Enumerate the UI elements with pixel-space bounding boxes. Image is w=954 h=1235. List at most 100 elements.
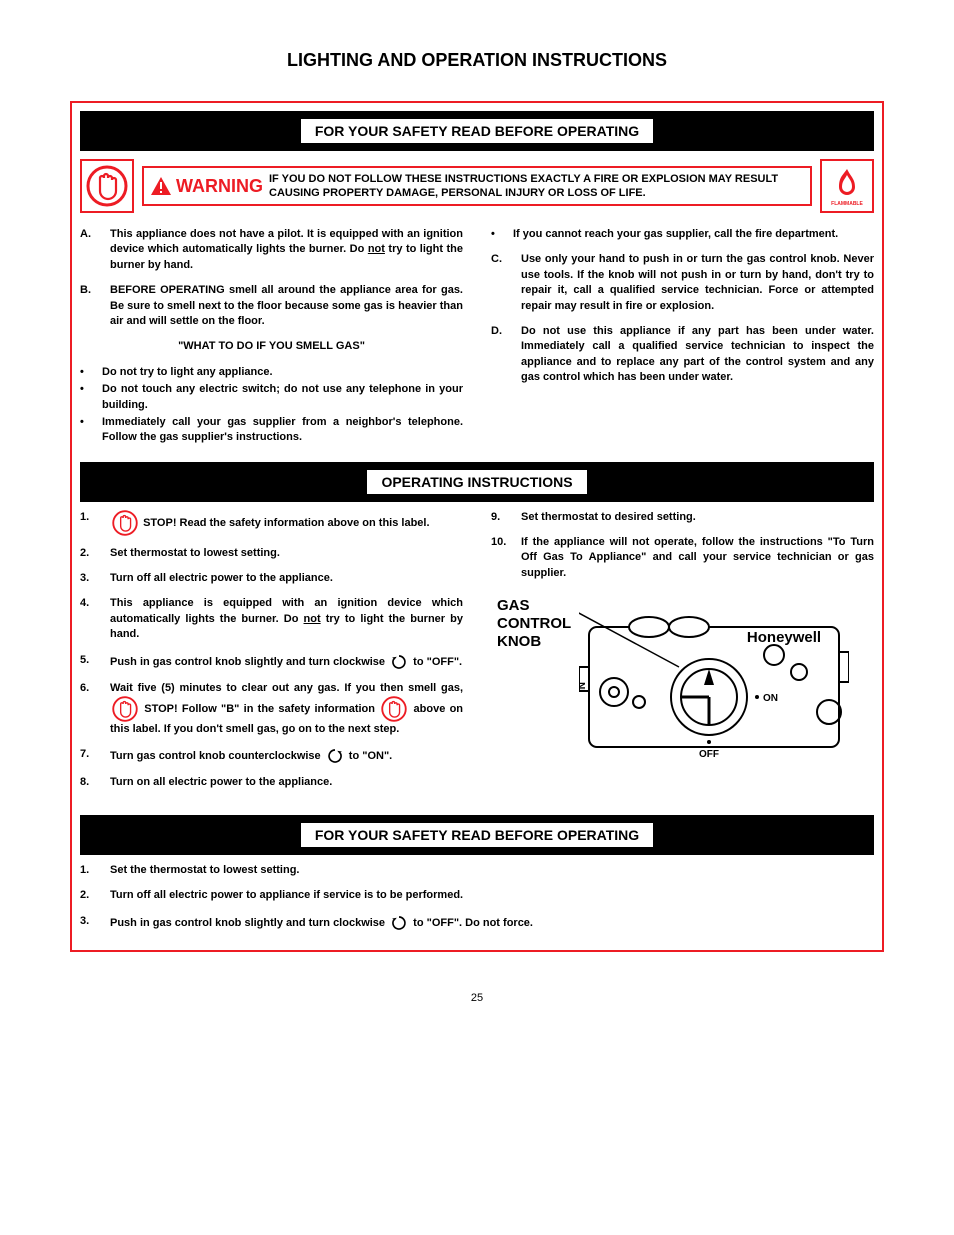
s3-step-2: 2. Turn off all electric power to applia… xyxy=(80,888,874,903)
step-text: Push in gas control knob slightly and tu… xyxy=(110,914,874,932)
svg-text:Honeywell: Honeywell xyxy=(747,629,821,646)
stop-hand-icon-box xyxy=(80,159,134,213)
step-text: Wait five (5) minutes to clear out any g… xyxy=(110,681,463,738)
stop-hand-icon xyxy=(381,696,407,722)
svg-text:IN: IN xyxy=(579,682,588,692)
step-5: 5. Push in gas control knob slightly and… xyxy=(80,653,463,671)
step-3: 3. Turn off all electric power to the ap… xyxy=(80,571,463,586)
flammable-icon-box: FLAMMABLE xyxy=(820,159,874,213)
step-num: 2. xyxy=(80,546,98,561)
counterclockwise-arrow-icon xyxy=(326,747,344,765)
step-num: 9. xyxy=(491,510,509,525)
section1-banner-label: FOR YOUR SAFETY READ BEFORE OPERATING xyxy=(299,117,655,145)
text-b: BEFORE OPERATING smell all around the ap… xyxy=(110,283,463,329)
step-8: 8. Turn on all electric power to the app… xyxy=(80,775,463,790)
stop-hand-icon xyxy=(112,696,138,722)
section3-body: 1. Set the thermostat to lowest setting.… xyxy=(80,863,874,932)
step-6: 6. Wait five (5) minutes to clear out an… xyxy=(80,681,463,738)
svg-text:OFF: OFF xyxy=(699,749,719,760)
step-text: Turn gas control knob counterclockwise t… xyxy=(110,747,463,765)
step-num: 1. xyxy=(80,510,98,536)
warning-message: IF YOU DO NOT FOLLOW THESE INSTRUCTIONS … xyxy=(269,172,804,201)
section3-banner: FOR YOUR SAFETY READ BEFORE OPERATING xyxy=(80,815,874,855)
section1-banner: FOR YOUR SAFETY READ BEFORE OPERATING xyxy=(80,111,874,151)
step-text: Turn on all electric power to the applia… xyxy=(110,775,463,790)
warning-text-box: WARNING IF YOU DO NOT FOLLOW THESE INSTR… xyxy=(142,166,812,207)
step-2: 2. Set thermostat to lowest setting. xyxy=(80,546,463,561)
bullet-dot: • xyxy=(491,227,501,242)
step-num: 6. xyxy=(80,681,98,738)
marker-a: A. xyxy=(80,227,98,273)
step-num: 10. xyxy=(491,535,509,581)
diagram-label: GAS CONTROL KNOB xyxy=(497,597,571,651)
item-a: A. This appliance does not have a pilot.… xyxy=(80,227,463,273)
step-text: Turn off all electric power to the appli… xyxy=(110,571,463,586)
gas-control-diagram: GAS CONTROL KNOB IN xyxy=(491,597,874,767)
warning-label: WARNING xyxy=(150,176,263,197)
step-text: If the appliance will not operate, follo… xyxy=(521,535,874,581)
bullet-text: Immediately call your gas supplier from … xyxy=(102,415,463,446)
section1-body: A. This appliance does not have a pilot.… xyxy=(80,227,874,448)
section2-left: 1. STOP! Read the safety information abo… xyxy=(80,510,463,801)
page-title: LIGHTING AND OPERATION INSTRUCTIONS xyxy=(70,50,884,71)
bullet-dot: • xyxy=(80,365,90,380)
page-number: 25 xyxy=(70,992,884,1004)
flammable-icon: FLAMMABLE xyxy=(826,165,868,207)
step-text: Set thermostat to desired setting. xyxy=(521,510,874,525)
svg-text:ON: ON xyxy=(763,693,778,704)
step-1: 1. STOP! Read the safety information abo… xyxy=(80,510,463,536)
bullet-text: If you cannot reach your gas supplier, c… xyxy=(513,227,838,242)
section3-banner-label: FOR YOUR SAFETY READ BEFORE OPERATING xyxy=(299,821,655,849)
step-4: 4. This appliance is equipped with an ig… xyxy=(80,596,463,642)
bullet-r1: • If you cannot reach your gas supplier,… xyxy=(491,227,874,242)
bullet-1: • Do not try to light any appliance. xyxy=(80,365,463,380)
smell-gas-subhead: "WHAT TO DO IF YOU SMELL GAS" xyxy=(80,339,463,354)
step-text: Set thermostat to lowest setting. xyxy=(110,546,463,561)
bullet-text: Do not touch any electric switch; do not… xyxy=(102,382,463,413)
clockwise-arrow-icon xyxy=(390,653,408,671)
step-text: STOP! Read the safety information above … xyxy=(110,510,463,536)
bullet-dot: • xyxy=(80,415,90,446)
step-text: Turn off all electric power to appliance… xyxy=(110,888,874,903)
marker-c: C. xyxy=(491,252,509,314)
text-c: Use only your hand to push in or turn th… xyxy=(521,252,874,314)
section2-right: 9. Set thermostat to desired setting. 10… xyxy=(491,510,874,801)
step-num: 8. xyxy=(80,775,98,790)
item-c: C. Use only your hand to push in or turn… xyxy=(491,252,874,314)
marker-b: B. xyxy=(80,283,98,329)
clockwise-arrow-icon xyxy=(390,914,408,932)
step-num: 7. xyxy=(80,747,98,765)
warning-row: WARNING IF YOU DO NOT FOLLOW THESE INSTR… xyxy=(80,159,874,213)
step-num: 4. xyxy=(80,596,98,642)
svg-text:FLAMMABLE: FLAMMABLE xyxy=(831,201,863,207)
step-10: 10. If the appliance will not operate, f… xyxy=(491,535,874,581)
step-num: 3. xyxy=(80,914,98,932)
section2-banner: OPERATING INSTRUCTIONS xyxy=(80,462,874,502)
text-a: This appliance does not have a pilot. It… xyxy=(110,227,463,273)
s3-step-1: 1. Set the thermostat to lowest setting. xyxy=(80,863,874,878)
step-num: 5. xyxy=(80,653,98,671)
step-num: 1. xyxy=(80,863,98,878)
step-text: Push in gas control knob slightly and tu… xyxy=(110,653,463,671)
page: LIGHTING AND OPERATION INSTRUCTIONS FOR … xyxy=(0,0,954,1034)
stop-hand-icon xyxy=(86,165,128,207)
step-9: 9. Set thermostat to desired setting. xyxy=(491,510,874,525)
bullet-text: Do not try to light any appliance. xyxy=(102,365,273,380)
warning-word: WARNING xyxy=(176,176,263,197)
main-panel: FOR YOUR SAFETY READ BEFORE OPERATING WA… xyxy=(70,101,884,952)
bullet-2: • Do not touch any electric switch; do n… xyxy=(80,382,463,413)
s3-step-3: 3. Push in gas control knob slightly and… xyxy=(80,914,874,932)
warning-triangle-icon xyxy=(150,176,172,196)
step-num: 3. xyxy=(80,571,98,586)
section1-right: • If you cannot reach your gas supplier,… xyxy=(491,227,874,448)
step-text: Set the thermostat to lowest setting. xyxy=(110,863,874,878)
gas-valve-diagram-icon: IN xyxy=(579,597,849,767)
section1-left: A. This appliance does not have a pilot.… xyxy=(80,227,463,448)
marker-d: D. xyxy=(491,324,509,386)
step-text: This appliance is equipped with an ignit… xyxy=(110,596,463,642)
bullet-dot: • xyxy=(80,382,90,413)
text-d: Do not use this appliance if any part ha… xyxy=(521,324,874,386)
section2-body: 1. STOP! Read the safety information abo… xyxy=(80,510,874,801)
step-7: 7. Turn gas control knob counterclockwis… xyxy=(80,747,463,765)
step-num: 2. xyxy=(80,888,98,903)
